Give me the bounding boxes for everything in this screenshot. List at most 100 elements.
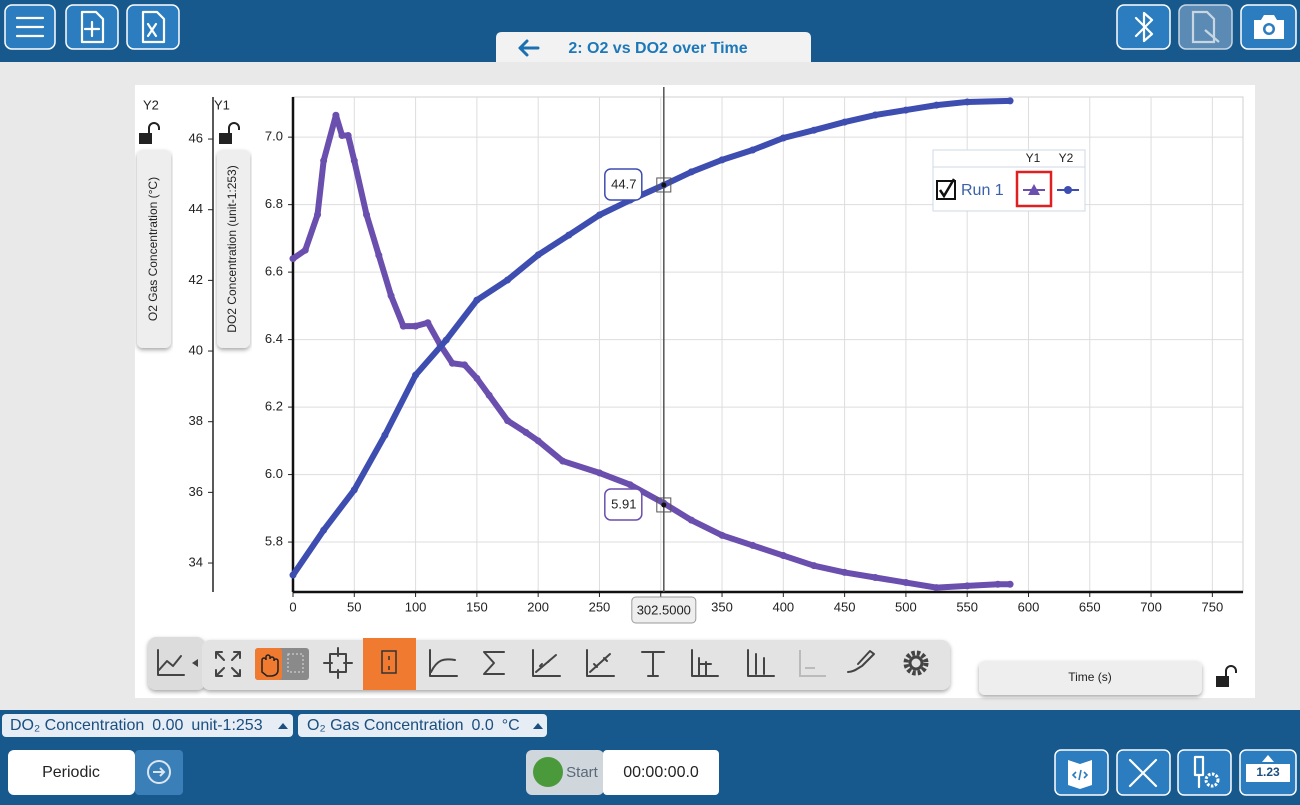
code-button[interactable] — [1054, 749, 1109, 796]
meter-pill[interactable] — [2, 714, 293, 737]
integral-tool[interactable] — [586, 649, 615, 677]
export-button[interactable] — [126, 4, 180, 50]
meter-button-label: 1.23 — [1256, 765, 1280, 779]
y2-label-tab[interactable] — [137, 150, 171, 348]
add-axis-tool[interactable] — [691, 649, 719, 677]
data-point — [687, 168, 695, 176]
data-point — [626, 481, 634, 489]
x-tick-label: 0 — [289, 599, 296, 614]
data-point — [779, 134, 787, 142]
readout-value: 44.7 — [611, 176, 636, 191]
data-point — [332, 111, 340, 119]
data-point — [289, 571, 297, 579]
y2-tick-label: 38 — [189, 413, 203, 428]
disabled-tool — [799, 650, 826, 677]
menu-button[interactable] — [4, 4, 56, 50]
data-point — [412, 322, 420, 330]
meter-name: O₂ Gas Concentration — [307, 717, 464, 734]
meter-reading: 0.00 — [152, 717, 183, 734]
data-point — [344, 131, 352, 139]
bluetooth-button[interactable] — [1116, 4, 1171, 50]
graph-tool[interactable] — [157, 649, 185, 676]
settings-tool[interactable] — [903, 650, 929, 676]
data-point — [902, 106, 910, 114]
toolbar-collapse[interactable] — [192, 659, 198, 667]
data-point — [399, 322, 407, 330]
y1-tag: Y1 — [214, 97, 230, 112]
origin-tool[interactable] — [747, 649, 775, 677]
data-point — [871, 573, 879, 581]
data-point — [314, 211, 322, 219]
meter-expand[interactable] — [278, 723, 288, 729]
readout-box — [604, 168, 643, 201]
y1-tick-label: 7.0 — [265, 129, 283, 144]
y1-tick-label: 6.6 — [265, 264, 283, 279]
x-tick-label: 400 — [772, 599, 794, 614]
examine-tool[interactable] — [363, 638, 416, 690]
y1-label-tab[interactable] — [217, 150, 250, 348]
x-lock[interactable] — [1216, 665, 1237, 687]
y1-tick-label: 6.4 — [265, 331, 283, 346]
data-point — [504, 417, 512, 425]
data-point — [473, 374, 481, 382]
data-point — [810, 126, 818, 134]
camera-button[interactable] — [1240, 4, 1297, 50]
data-point — [963, 98, 971, 106]
data-point — [963, 582, 971, 590]
data-point — [485, 391, 493, 399]
annotate-button — [1178, 4, 1233, 50]
annotation-tool[interactable] — [641, 651, 665, 677]
start-indicator — [533, 757, 563, 787]
data-point — [933, 101, 941, 109]
meter-pill[interactable] — [298, 714, 547, 737]
y2-lock[interactable] — [139, 122, 160, 144]
sensor-settings-button[interactable] — [1177, 749, 1232, 796]
curve-fit-tool[interactable] — [429, 649, 458, 677]
data-point — [387, 292, 395, 300]
back-arrow[interactable] — [518, 39, 540, 57]
legend-marker — [1028, 184, 1040, 195]
data-point — [350, 157, 358, 165]
x-tick-label: 50 — [347, 599, 361, 614]
meter-unit: unit-1:253 — [191, 717, 262, 734]
plot: 0501001502002503003504004505005506006507… — [189, 87, 1243, 624]
x-tick-label: 100 — [405, 599, 427, 614]
mode-icon — [147, 760, 171, 784]
tools-button[interactable] — [1116, 749, 1171, 796]
statistics-tool[interactable] — [483, 651, 505, 675]
draw-tool[interactable] — [847, 650, 875, 673]
zoom-tool[interactable] — [323, 647, 353, 679]
data-point — [595, 469, 603, 477]
autoscale-tool[interactable] — [215, 651, 241, 677]
meter-expand[interactable] — [533, 723, 543, 729]
x-tick-label: 350 — [711, 599, 733, 614]
legend-marker — [1064, 186, 1072, 194]
mode-box[interactable] — [8, 750, 135, 795]
cursor-marker — [656, 177, 672, 193]
y1-tick-label: 5.8 — [265, 533, 283, 548]
data-point — [338, 131, 346, 139]
x-tick-label: 200 — [527, 599, 549, 614]
graph-tab[interactable] — [496, 32, 811, 62]
meter-button[interactable] — [1239, 749, 1297, 796]
cursor-dot — [661, 502, 667, 508]
series-line — [290, 112, 1014, 591]
data-point — [534, 251, 542, 259]
y1-lock[interactable] — [219, 122, 240, 144]
y1-axis-label: DO2 Concentration (unit-1:253) — [225, 165, 239, 332]
x-tick-label: 250 — [589, 599, 611, 614]
data-point — [565, 231, 573, 239]
x-tick-label: 500 — [895, 599, 917, 614]
pan-select-tool[interactable] — [255, 648, 309, 680]
collection-mode: Periodic — [42, 764, 100, 781]
data-point — [841, 568, 849, 576]
x-tick-label: 550 — [956, 599, 978, 614]
tangent-tool[interactable] — [532, 649, 561, 677]
x-label-tab[interactable] — [979, 661, 1202, 695]
data-point — [871, 111, 879, 119]
x-tick-label: 150 — [466, 599, 488, 614]
new-file-button[interactable] — [65, 4, 119, 50]
data-point — [473, 296, 481, 304]
y2-tick-label: 34 — [189, 554, 203, 569]
